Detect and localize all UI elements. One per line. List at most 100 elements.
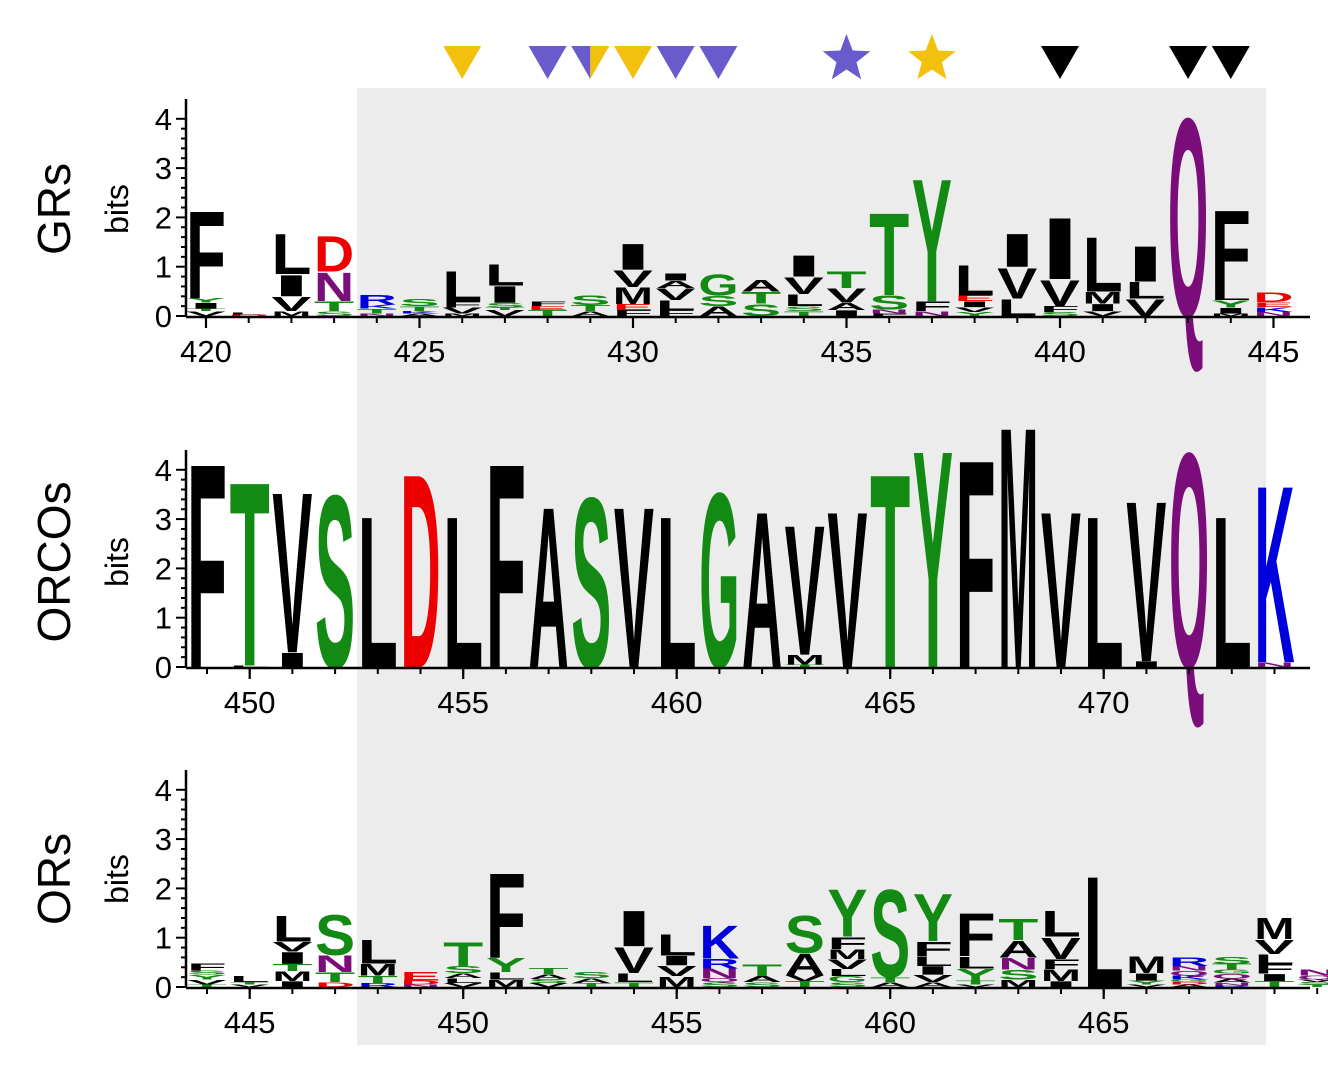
logo-letter: T — [1212, 962, 1253, 971]
logo-letter: Y — [956, 966, 996, 985]
logo-letter: A — [443, 972, 483, 980]
logo-letter: Q — [1297, 975, 1328, 981]
logo-letter: T — [187, 984, 227, 988]
x-tick-label: 445 — [224, 1005, 276, 1040]
triangle-marker — [1041, 46, 1079, 79]
logo-letter: M — [827, 947, 867, 962]
logo-letter: S — [314, 310, 354, 318]
logo-letter: N — [1297, 969, 1328, 978]
logo-letter: T — [443, 936, 483, 974]
logo-letter: S — [1297, 982, 1328, 986]
panel-label-ors: ORs — [28, 833, 80, 925]
logo-letter: V — [826, 285, 866, 307]
logo-letter: V — [784, 273, 825, 300]
logo-letter: V — [1041, 932, 1081, 966]
logo-letter: F — [528, 300, 568, 308]
y-tick-label: 4 — [155, 773, 172, 808]
logo-letter: E — [400, 970, 440, 983]
logo-letter: Q — [699, 977, 739, 983]
logo-letter: L — [1125, 278, 1165, 304]
y-axis-label-orcos: bits — [99, 537, 135, 587]
logo-letter: I — [913, 964, 953, 978]
x-tick-label: 460 — [864, 1005, 916, 1040]
logo-letter: F — [1254, 962, 1294, 977]
logo-letter: Y — [955, 311, 995, 317]
logo-letter: L — [358, 934, 398, 972]
logo-letter: I — [1040, 200, 1080, 298]
triangle-marker — [1169, 46, 1208, 79]
logo-letter: V — [955, 306, 996, 314]
logo-letter: T — [570, 304, 611, 313]
logo-letter: K — [1169, 975, 1210, 981]
logo-letter: R — [1169, 955, 1209, 969]
star-marker — [822, 34, 871, 80]
logo-letter: V — [785, 488, 825, 695]
logo-letter: A — [571, 977, 611, 985]
logo-letter: L — [442, 262, 482, 312]
logo-letter: T — [614, 981, 655, 989]
logo-letter: L — [229, 312, 269, 315]
logo-letter: T — [870, 976, 911, 984]
logo-letter: A — [1212, 978, 1252, 984]
logo-letter: Y — [186, 297, 226, 305]
logo-letter: T — [1297, 984, 1328, 988]
logo-panel-orcos: ORCOs bits F LT IV S L D L F A S V L G A TMV V T Y F M V L IV Q… — [28, 356, 1310, 741]
triangle-marker — [656, 46, 695, 79]
logo-letter: N — [400, 984, 440, 988]
logo-letter: M — [1254, 912, 1294, 946]
logo-letter: I — [784, 249, 824, 283]
logo-letter: S — [785, 905, 825, 966]
logo-letter: M — [358, 960, 398, 979]
logo-letter: L — [443, 977, 483, 985]
logo-letter: S — [869, 291, 909, 314]
logo-letter: G — [699, 441, 739, 721]
logo-letter: L — [358, 471, 398, 713]
logo-letter: T — [357, 307, 398, 315]
logo-letter: K — [699, 915, 739, 968]
logo-letter: T — [399, 305, 440, 313]
logo-letter: S — [315, 444, 355, 720]
logo-letter: M — [271, 310, 311, 317]
logo-letter: L — [614, 971, 654, 985]
logo-letter: F — [187, 402, 227, 729]
y-tick-label: 2 — [155, 200, 172, 235]
logo-letter: T — [870, 417, 910, 727]
logo-letter: S — [529, 978, 569, 984]
logo-letter: E — [955, 294, 995, 303]
logo-letter: I — [272, 980, 312, 989]
logo-letter: S — [399, 297, 439, 308]
logo-letter: I — [656, 271, 696, 282]
logo-letter: L — [955, 255, 995, 305]
x-tick-label: 455 — [651, 1005, 703, 1040]
x-tick-label: 450 — [437, 1005, 489, 1040]
highlight-band — [357, 88, 1266, 1045]
logo-letter: V — [230, 984, 270, 988]
logo-letter: S — [187, 970, 227, 976]
logo-letter: M — [272, 969, 312, 984]
logo-letter: M — [486, 978, 526, 989]
logo-letter: M — [998, 978, 1038, 989]
logo-letter: F — [913, 938, 953, 961]
logo-letter: Y — [913, 880, 953, 956]
logo-letter: T — [529, 967, 570, 976]
y-tick-label: 0 — [155, 299, 172, 334]
y-tick-label: 3 — [155, 822, 172, 857]
logo-letter: F — [827, 934, 867, 953]
logo-letter: N — [699, 966, 739, 981]
y-tick-label: 4 — [155, 453, 172, 488]
y-axis-label-ors: bits — [99, 854, 135, 904]
logo-letter: D — [400, 417, 440, 726]
logo-letter: Y — [1126, 980, 1166, 986]
logo-letter: V — [827, 957, 867, 972]
logo-letter: F — [956, 902, 996, 969]
logo-letter: L — [486, 970, 526, 981]
logo-letter: M — [613, 284, 653, 310]
y-axis-label-grs: bits — [99, 184, 135, 234]
logo-letter: V — [186, 310, 227, 318]
x-tick-label: 465 — [864, 685, 916, 720]
logo-letter: S — [870, 864, 910, 1004]
logo-letter: I — [1126, 971, 1166, 982]
star-marker — [908, 34, 956, 80]
logo-letter: I — [1125, 236, 1165, 293]
